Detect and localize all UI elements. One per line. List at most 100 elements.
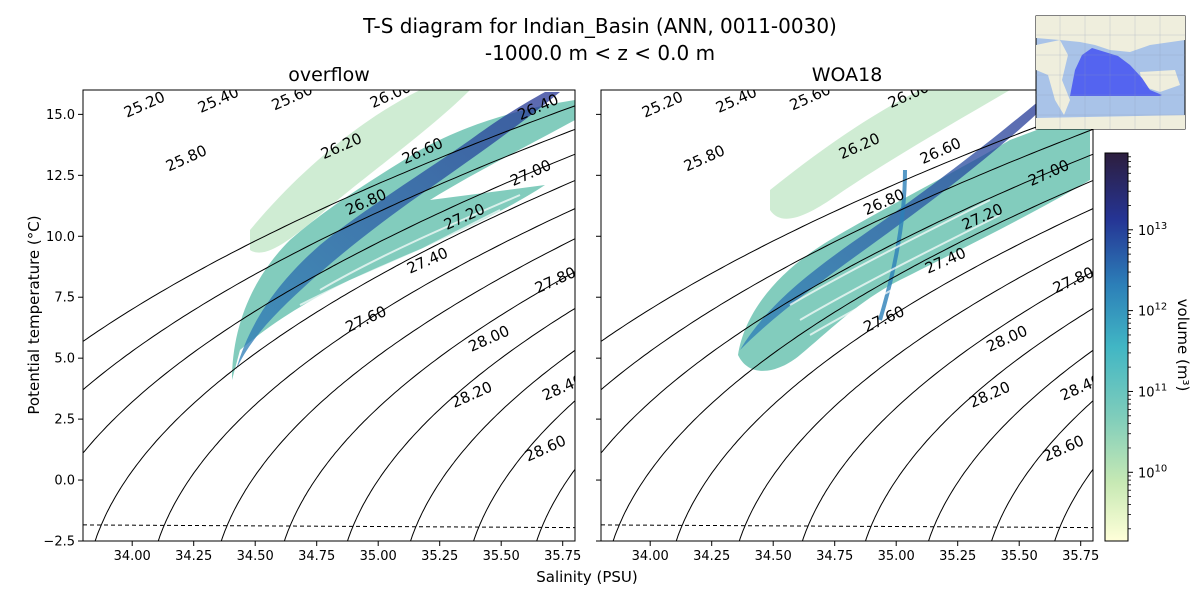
x-tick-label: 34.00	[114, 549, 151, 564]
density-contour	[157, 208, 575, 541]
contour-label-text: 25.80	[681, 141, 728, 175]
panel-title-overflow: overflow	[288, 64, 370, 86]
inset-map	[1035, 15, 1186, 130]
panel-woa18: WOA18 25.2025.4025.6025.8026.0026.2026.4…	[596, 64, 1104, 564]
colorbar-tick-label: 1011	[1138, 382, 1167, 400]
contour-label: 27.00	[507, 156, 554, 190]
contour-label: 28.40	[539, 370, 586, 404]
figure-title-line2: -1000.0 m < z < 0.0 m	[485, 41, 715, 65]
contour-label-text: 25.20	[639, 88, 686, 122]
colorbar-label: volume (m³)	[1174, 299, 1192, 392]
contour-label: 27.60	[343, 302, 390, 336]
axes-frame-woa18	[600, 89, 1094, 542]
x-ticks-overflow: 34.00 34.25 34.50 34.75 35.00 35.25 35.50 35.75	[114, 541, 581, 564]
x-tick-label: 35.25	[421, 549, 458, 564]
x-tick-label: 34.50	[755, 549, 792, 564]
contour-label-text: 28.00	[466, 322, 513, 356]
density-contour	[801, 271, 1093, 541]
colorbar-ticks: 1010 1011 1012 1013	[1128, 156, 1167, 530]
colorbar-tick-label: 1013	[1138, 221, 1167, 239]
density-contour	[675, 208, 1093, 541]
colorbar-tick-label: 1012	[1138, 302, 1167, 320]
y-tick-label: 10.0	[46, 230, 75, 245]
x-tick-label: 35.50	[483, 549, 520, 564]
density-contour	[991, 400, 1093, 541]
contour-label: 27.80	[1050, 263, 1097, 297]
contour-label-text: 27.00	[507, 156, 554, 190]
contour-label-text: 28.60	[1040, 431, 1087, 465]
y-tick-label: 12.5	[46, 169, 75, 184]
contour-label-text: 28.20	[448, 378, 495, 412]
contour-label-text: 27.80	[532, 263, 579, 297]
y-tick-label: 15.0	[46, 108, 75, 123]
y-tick-label: 7.5	[54, 291, 75, 306]
contour-label: 28.40	[1057, 370, 1104, 404]
density-contour	[865, 307, 1093, 541]
x-ticks-woa18: 34.00 34.25 34.50 34.75 35.00 35.25 35.50 35.75	[632, 541, 1099, 564]
contour-label: 27.80	[532, 263, 579, 297]
x-tick-label: 35.75	[1062, 549, 1099, 564]
contour-label-text: 25.40	[713, 83, 760, 117]
y-ticks-overflow: −2.5 0.0 2.5 5.0 7.5 10.0 12.5 15.0	[43, 108, 83, 550]
contour-label: 25.40	[713, 83, 760, 117]
density-contour	[83, 105, 575, 342]
contour-label-text: 28.60	[522, 431, 569, 465]
density-contour	[612, 179, 1093, 541]
contour-label-text: 27.80	[1050, 263, 1097, 297]
inset-land-eurasia	[1036, 16, 1185, 52]
y-axis-label: Potential temperature (°C)	[25, 215, 43, 414]
x-tick-label: 35.00	[360, 549, 397, 564]
density-contour	[94, 179, 575, 541]
density-contour	[601, 128, 1093, 391]
contour-label-text: 28.40	[1057, 370, 1104, 404]
inset-basin-indian	[1070, 48, 1162, 96]
contour-label-text: 28.00	[984, 322, 1031, 356]
panel-title-woa18: WOA18	[812, 64, 883, 86]
contour-label-text: 25.40	[195, 83, 242, 117]
density-contour	[601, 105, 1093, 342]
x-tick-label: 35.75	[544, 549, 581, 564]
contour-label: 25.80	[681, 141, 728, 175]
density-contour	[473, 400, 575, 541]
contour-label-text: 25.20	[121, 88, 168, 122]
colorbar-tick-label: 1010	[1138, 463, 1167, 481]
inset-land-antarctica	[1036, 115, 1185, 129]
x-tick-label: 35.00	[878, 549, 915, 564]
density-contour	[410, 349, 575, 541]
y-tick-label: 0.0	[54, 474, 75, 489]
density-contour	[347, 307, 575, 541]
x-tick-label: 34.25	[175, 549, 212, 564]
contour-label-text: 27.60	[343, 302, 390, 336]
x-tick-label: 35.50	[1001, 549, 1038, 564]
freezing-line-woa18	[601, 524, 1093, 529]
x-tick-label: 34.00	[632, 549, 669, 564]
contour-label: 25.40	[195, 83, 242, 117]
figure-title-line1: T-S diagram for Indian_Basin (ANN, 0011-…	[362, 14, 837, 38]
y-tick-label: 2.5	[54, 413, 75, 428]
contour-label: 28.60	[522, 431, 569, 465]
density-contour	[283, 271, 575, 541]
contour-label: 28.00	[984, 322, 1031, 356]
contour-label: 28.60	[1040, 431, 1087, 465]
contour-label: 25.80	[163, 141, 210, 175]
colorbar-gradient	[1104, 152, 1129, 542]
contour-label-text: 28.40	[539, 370, 586, 404]
contour-label-text: 25.80	[163, 141, 210, 175]
x-tick-label: 34.75	[816, 549, 853, 564]
density-contours-overflow	[83, 105, 575, 541]
ts-volume-cloud-overflow	[232, 90, 575, 380]
inset-land-africa	[1036, 40, 1070, 115]
density-contour	[928, 349, 1093, 541]
y-tick-label: −2.5	[43, 535, 75, 550]
contour-label-text: 28.20	[966, 378, 1013, 412]
contour-label: 25.20	[639, 88, 686, 122]
x-axis-label: Salinity (PSU)	[536, 568, 638, 586]
ts-volume-cloud-woa18	[738, 90, 1090, 371]
x-tick-label: 34.25	[693, 549, 730, 564]
x-tick-label: 34.50	[237, 549, 274, 564]
y-ticks-woa18	[596, 113, 601, 542]
density-contour	[83, 153, 575, 454]
density-contours-woa18	[601, 105, 1093, 541]
density-contour	[83, 128, 575, 391]
density-contour	[220, 238, 575, 541]
